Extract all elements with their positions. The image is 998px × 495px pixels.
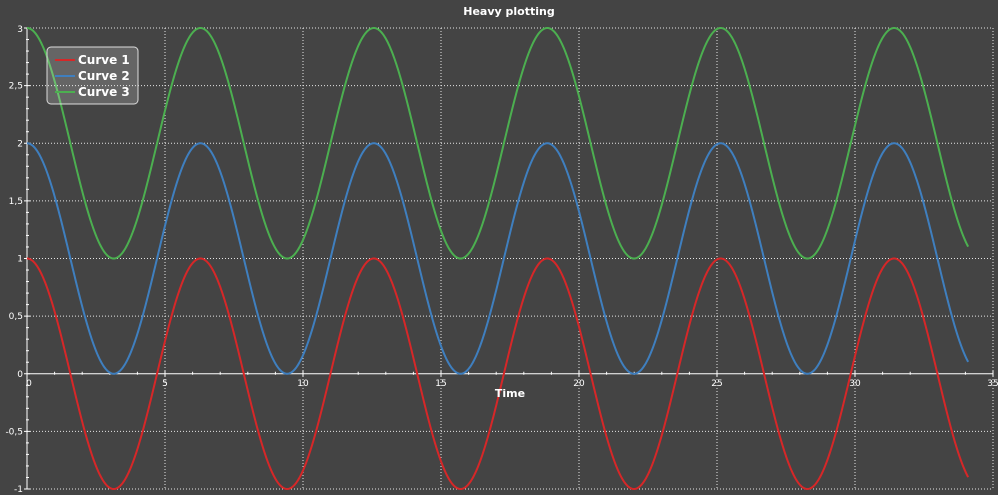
- legend-label: Curve 2: [78, 69, 130, 83]
- grid: [27, 27, 994, 490]
- legend-label: Curve 1: [78, 53, 130, 67]
- chart-title: Heavy plotting: [463, 5, 554, 18]
- x-tick-label: 0: [26, 379, 32, 389]
- series-group: [26, 27, 970, 490]
- x-tick-label: 15: [435, 379, 446, 389]
- series-line-curve-1: [26, 257, 970, 490]
- y-tick-label: 2,5: [9, 82, 23, 92]
- tick-labels: 0 5 10 15 20 25 30 35 -1 -0,5 0 0,5 1 1,5 2 2,5 3: [5, 25, 998, 495]
- x-tick-label: 20: [573, 379, 585, 389]
- y-tick-label: 0,5: [9, 312, 23, 322]
- y-tick-label: -1: [14, 485, 23, 495]
- x-axis-label: Time: [495, 387, 525, 400]
- x-tick-label: 35: [987, 379, 998, 389]
- x-tick-label: 10: [297, 379, 309, 389]
- y-tick-label: -0,5: [5, 427, 23, 437]
- legend-box: [46, 46, 139, 105]
- y-tick-label: 3: [17, 25, 23, 35]
- y-tick-label: 1: [17, 255, 23, 265]
- x-tick-label: 30: [849, 379, 861, 389]
- legend-label: Curve 3: [78, 85, 130, 99]
- y-tick-label: 0: [17, 370, 23, 380]
- x-tick-label: 5: [162, 379, 168, 389]
- series-line-curve-2: [26, 142, 970, 375]
- x-tick-label: 25: [711, 379, 722, 389]
- axes: [24, 27, 994, 490]
- y-tick-label: 1,5: [9, 197, 23, 207]
- series-line-curve-3: [26, 27, 970, 260]
- legend: Curve 1 Curve 2 Curve 3: [46, 46, 139, 105]
- y-tick-label: 2: [17, 139, 23, 149]
